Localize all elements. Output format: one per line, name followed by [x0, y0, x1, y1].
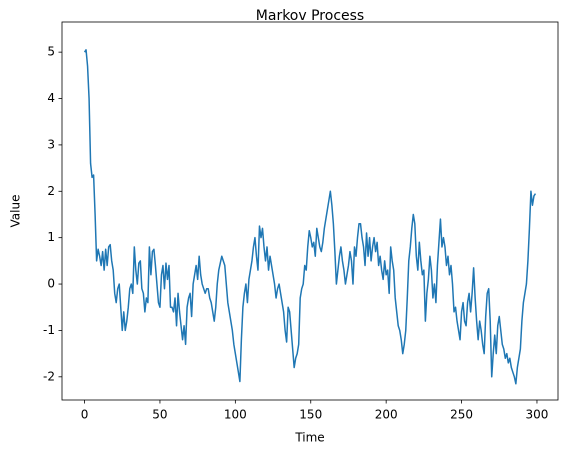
x-tick-label: 250	[450, 408, 473, 422]
y-axis-label: Value	[9, 195, 23, 228]
y-tick-label: -2	[43, 369, 55, 383]
y-tick-label: 0	[47, 277, 55, 291]
x-tick-label: 50	[152, 408, 167, 422]
y-tick-label: 1	[47, 230, 55, 244]
y-tick-label: 3	[47, 137, 55, 151]
x-tick-label: 100	[224, 408, 247, 422]
data-line	[83, 49, 537, 385]
x-tick-label: 150	[299, 408, 322, 422]
x-tick-label: 300	[526, 408, 549, 422]
plot-frame	[61, 21, 559, 401]
y-tick-label: -1	[43, 323, 55, 337]
x-tick-label: 200	[375, 408, 398, 422]
y-tick-label: 5	[47, 45, 55, 59]
y-tick-label: 4	[47, 91, 55, 105]
x-tick-label: 0	[81, 408, 89, 422]
x-axis-label: Time	[294, 431, 324, 445]
chart-title: Markov Process	[256, 8, 364, 24]
y-tick-label: 2	[47, 184, 55, 198]
